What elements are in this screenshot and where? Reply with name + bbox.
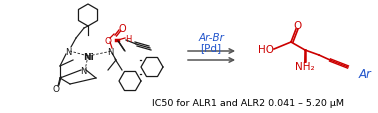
Text: IC50 for ALR1 and ALR2 0.041 – 5.20 μM: IC50 for ALR1 and ALR2 0.041 – 5.20 μM [152,99,344,108]
Text: HO: HO [258,45,274,54]
Text: NH₂: NH₂ [295,61,315,71]
Text: O: O [53,85,59,94]
Text: [Pd]: [Pd] [200,43,222,53]
Text: O: O [104,36,112,45]
Text: Ar: Ar [359,68,372,81]
Text: O: O [293,21,301,31]
Text: Ar-Br: Ar-Br [198,33,224,43]
Text: Ni: Ni [83,52,93,61]
Text: N: N [65,47,71,56]
Text: O: O [118,24,126,34]
Text: N: N [80,66,86,75]
Text: N: N [107,47,113,56]
Polygon shape [304,51,306,63]
Text: H: H [125,34,131,43]
